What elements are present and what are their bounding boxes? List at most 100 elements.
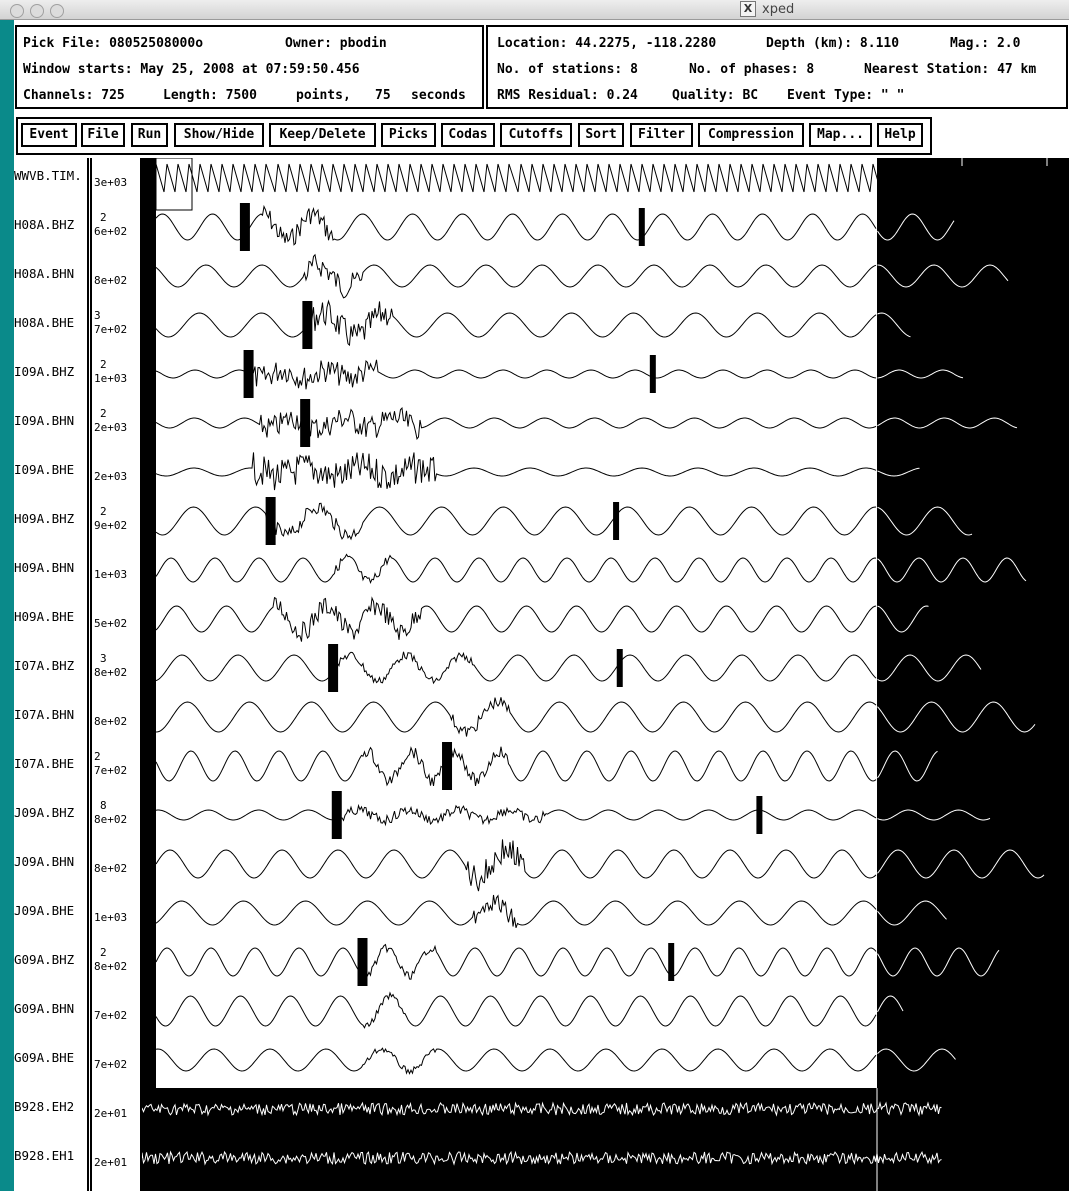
file-button[interactable]: File <box>81 123 125 147</box>
channel-label[interactable]: G09A.BHN <box>14 1001 75 1016</box>
phases-line: No. of phases: 8 <box>689 62 814 77</box>
nearest-station-line: Nearest Station: 47 km <box>864 62 1036 77</box>
phase-pick-marker <box>613 502 620 540</box>
waveform-trace-overflow <box>877 654 982 682</box>
channels-line: Channels: 725 <box>23 88 125 103</box>
channel-label[interactable]: I09A.BHN <box>14 413 75 428</box>
waveform-trace <box>155 1047 877 1075</box>
waveform-trace-overflow <box>877 369 964 379</box>
channel-label[interactable]: I07A.BHZ <box>14 658 75 673</box>
channel-label[interactable]: H09A.BHZ <box>14 511 75 526</box>
pick-file-label: Pick File: <box>23 36 102 51</box>
zoom-window-button[interactable] <box>50 4 64 18</box>
rms-label: RMS Residual: <box>497 88 599 103</box>
waveform-trace <box>155 697 877 737</box>
owner-value: pbodin <box>339 36 387 51</box>
phases-label: No. of phases: <box>689 62 799 77</box>
waveform-trace-overflow <box>877 264 1009 288</box>
window-starts-label: Window starts: <box>23 62 133 77</box>
run-button[interactable]: Run <box>131 123 168 147</box>
channel-label[interactable]: G09A.BHZ <box>14 952 75 967</box>
rms-line: RMS Residual: 0.24 <box>497 88 638 103</box>
compression-button[interactable]: Compression <box>698 123 804 147</box>
cutoffs-button[interactable]: Cutoffs <box>500 123 572 147</box>
channel-label[interactable]: I09A.BHE <box>14 462 75 477</box>
channel-scale-label: 8e+02 <box>94 813 128 826</box>
waveform-trace-overflow <box>877 995 904 1013</box>
channel-scale-label: 9e+02 <box>94 519 128 532</box>
picks-button[interactable]: Picks <box>381 123 436 147</box>
location-value: 44.2275, -118.2280 <box>575 36 717 51</box>
event-info-panel: Location: 44.2275, -118.2280 Depth (km):… <box>486 25 1068 109</box>
codas-button[interactable]: Codas <box>441 123 495 147</box>
show-hide-button[interactable]: Show/Hide <box>174 123 264 147</box>
channel-scale-column: 3e+03 2 6e+02 8e+02 3 7e+02 2 1e+03 2 2e+03 2e+03 2… <box>90 158 142 1191</box>
stations-label: No. of stations: <box>497 62 623 77</box>
pick-weight-label: 2 <box>94 750 101 763</box>
waveform-trace-overflow <box>877 750 938 782</box>
left-margin-bar <box>142 158 156 1088</box>
map-button[interactable]: Map... <box>809 123 872 147</box>
channel-label[interactable]: H08A.BHZ <box>14 217 75 232</box>
phase-pick-marker <box>302 301 313 349</box>
owner-label: Owner: <box>285 36 332 51</box>
pick-file-info-panel: Pick File: 08052508000o Owner: pbodin Wi… <box>15 25 484 109</box>
event-type-line: Event Type: " " <box>787 88 904 103</box>
channel-label[interactable]: I07A.BHN <box>14 707 75 722</box>
close-window-button[interactable] <box>10 4 24 18</box>
channel-label[interactable]: B928.EH1 <box>14 1148 75 1163</box>
time-mark-box <box>155 158 193 211</box>
channel-label[interactable]: J09A.BHN <box>14 854 75 869</box>
waveform-trace <box>155 894 877 928</box>
waveform-trace-overflow <box>877 947 1000 977</box>
points-label: points, <box>296 88 351 103</box>
channel-scale-label: 7e+02 <box>94 764 128 777</box>
waveform-trace-overflow <box>877 809 991 821</box>
window-titlebar: X xped <box>0 0 1069 20</box>
channel-label[interactable]: H09A.BHN <box>14 560 75 575</box>
channel-label[interactable]: WWVB.TIM. <box>14 168 82 183</box>
channel-scale-label: 1e+03 <box>94 568 128 581</box>
keep-delete-button[interactable]: Keep/Delete <box>269 123 376 147</box>
waveform-trace <box>155 502 877 541</box>
channel-label[interactable]: G09A.BHE <box>14 1050 75 1065</box>
channel-scale-label: 6e+02 <box>94 225 128 238</box>
channel-label-column: WWVB.TIM. H08A.BHZ H08A.BHN H08A.BHE I09A.BH… <box>14 158 89 1191</box>
noise-trace <box>142 1101 942 1117</box>
event-type-value: " " <box>880 88 905 103</box>
channel-label[interactable]: H09A.BHE <box>14 609 75 624</box>
channel-label[interactable]: I07A.BHE <box>14 756 75 771</box>
channel-label[interactable]: B928.EH2 <box>14 1099 75 1114</box>
help-button[interactable]: Help <box>877 123 923 147</box>
length-label: Length: <box>163 88 218 103</box>
pick-weight-label: 2 <box>100 211 107 224</box>
window-starts-value: May 25, 2008 at 07:59:50.456 <box>140 62 360 77</box>
mag-value: 2.0 <box>996 36 1021 51</box>
noise-trace <box>142 1150 942 1166</box>
sort-button[interactable]: Sort <box>578 123 624 147</box>
waveform-trace <box>155 991 877 1029</box>
phase-pick-marker <box>243 350 254 398</box>
channel-label[interactable]: I09A.BHZ <box>14 364 75 379</box>
channel-label[interactable]: J09A.BHE <box>14 903 75 918</box>
waveform-trace <box>155 553 877 585</box>
phase-pick-marker <box>357 938 368 986</box>
event-button[interactable]: Event <box>21 123 77 147</box>
waveform-trace <box>155 746 877 787</box>
phase-pick-marker <box>616 649 623 687</box>
channel-label[interactable]: H08A.BHN <box>14 266 75 281</box>
nearest-value: 47 km <box>997 62 1037 77</box>
filter-button[interactable]: Filter <box>630 123 693 147</box>
location-label: Location: <box>497 36 568 51</box>
x11-icon: X <box>740 1 756 17</box>
channel-label[interactable]: J09A.BHZ <box>14 805 75 820</box>
minimize-window-button[interactable] <box>30 4 44 18</box>
phase-pick-marker <box>442 742 453 790</box>
waveform-trace <box>155 359 877 390</box>
waveform-trace-overflow <box>877 467 920 477</box>
window-starts-line: Window starts: May 25, 2008 at 07:59:50.… <box>23 62 360 77</box>
pick-file-line: Pick File: 08052508000o <box>23 36 203 51</box>
seismogram-trace-panel[interactable] <box>142 158 1069 1191</box>
window-controls <box>10 4 64 18</box>
channel-label[interactable]: H08A.BHE <box>14 315 75 330</box>
